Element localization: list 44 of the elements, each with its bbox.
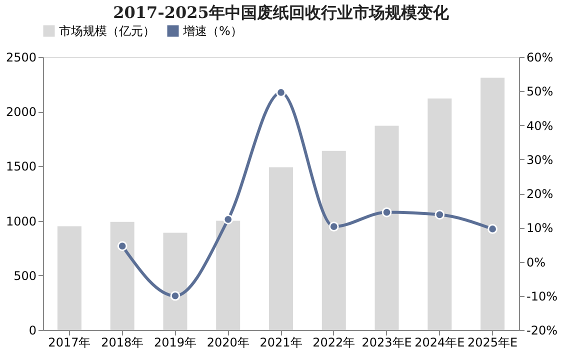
y2-tick-label: 0% [526, 255, 546, 270]
point [382, 207, 392, 218]
bar [163, 232, 188, 330]
legend-label: 增速（%） [182, 24, 242, 38]
y2-tick-label: 20% [526, 187, 554, 201]
bar [110, 222, 134, 330]
point [276, 88, 286, 98]
y2-tick-label: 50% [526, 84, 554, 99]
x-tick-label: 2022年 [312, 336, 356, 350]
bar [374, 126, 399, 330]
point [488, 224, 498, 234]
y-tick-label: 2500 [6, 50, 36, 64]
y2-tick-label: 10% [526, 221, 554, 236]
bar [216, 220, 240, 330]
legend-label: 市场规模（亿元） [59, 24, 155, 38]
x-tick-label: 2019年 [154, 336, 196, 350]
bar [269, 167, 293, 330]
x-tick-label: 2023年E [362, 336, 412, 350]
point [223, 214, 234, 224]
y-tick-label: 1000 [6, 214, 36, 228]
point [434, 210, 445, 220]
x-tick-label: 2024年E [414, 336, 465, 350]
x-tick-label: 2020年 [206, 336, 250, 350]
bar [322, 150, 346, 330]
x-tick-label: 2017年 [48, 336, 91, 350]
y2-tick-label: 60% [526, 50, 554, 64]
bar [480, 78, 505, 330]
y-tick-label: 500 [14, 268, 36, 283]
y2-tick-label: -10% [526, 289, 558, 304]
y2-tick-label: -20% [526, 324, 558, 338]
chart-title: 2017-2025年中国废纸回收行业市场规模变化 [113, 3, 450, 22]
y2-tick-label: 40% [526, 118, 554, 133]
x-tick-label: 2021年 [260, 336, 302, 350]
y-tick-label: 0 [28, 324, 36, 338]
point [117, 241, 128, 251]
y-tick-label: 1500 [6, 160, 36, 174]
point [328, 222, 339, 232]
y2-tick-label: 30% [526, 152, 554, 167]
x-tick-label: 2018年 [101, 336, 144, 350]
bar [57, 226, 82, 330]
point [170, 290, 180, 301]
x-tick-label: 2025年E [467, 336, 518, 350]
bar [428, 98, 452, 330]
y-tick-label: 2000 [6, 105, 36, 120]
